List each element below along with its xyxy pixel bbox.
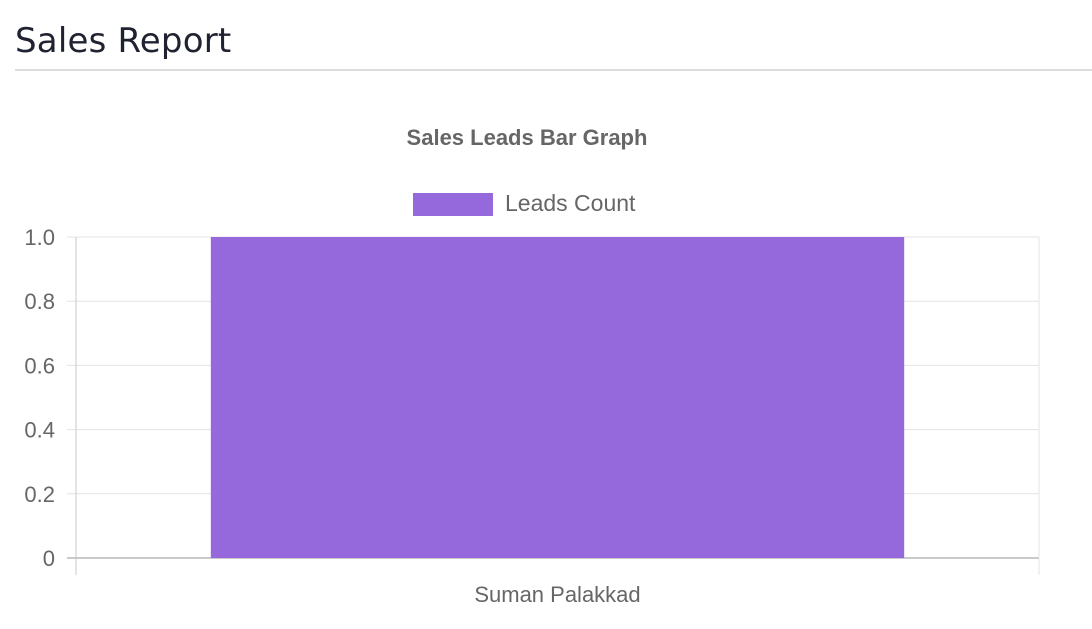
y-tick-label: 1.0 bbox=[24, 225, 55, 250]
y-tick-label: 0.6 bbox=[24, 353, 55, 378]
y-tick-label: 0.8 bbox=[24, 289, 55, 314]
legend-label-leads-count[interactable]: Leads Count bbox=[505, 190, 636, 216]
x-axis-ticks: Suman Palakkad bbox=[474, 582, 640, 607]
x-tick-label: Suman Palakkad bbox=[474, 582, 640, 607]
chart-bars bbox=[210, 237, 905, 558]
y-tick-label: 0 bbox=[43, 546, 55, 571]
bar-suman-palakkad[interactable] bbox=[210, 237, 905, 558]
page-title: Sales Report bbox=[15, 21, 232, 61]
page-header: Sales Report bbox=[15, 0, 1092, 71]
legend-swatch-leads-count[interactable] bbox=[413, 193, 493, 216]
y-axis-ticks: 0 0.2 0.4 0.6 0.8 1.0 bbox=[24, 225, 55, 571]
y-tick-label: 0.4 bbox=[24, 418, 55, 443]
chart-legend[interactable]: Leads Count bbox=[413, 190, 636, 216]
y-tick-label: 0.2 bbox=[24, 482, 55, 507]
chart-title: Sales Leads Bar Graph bbox=[407, 125, 648, 150]
